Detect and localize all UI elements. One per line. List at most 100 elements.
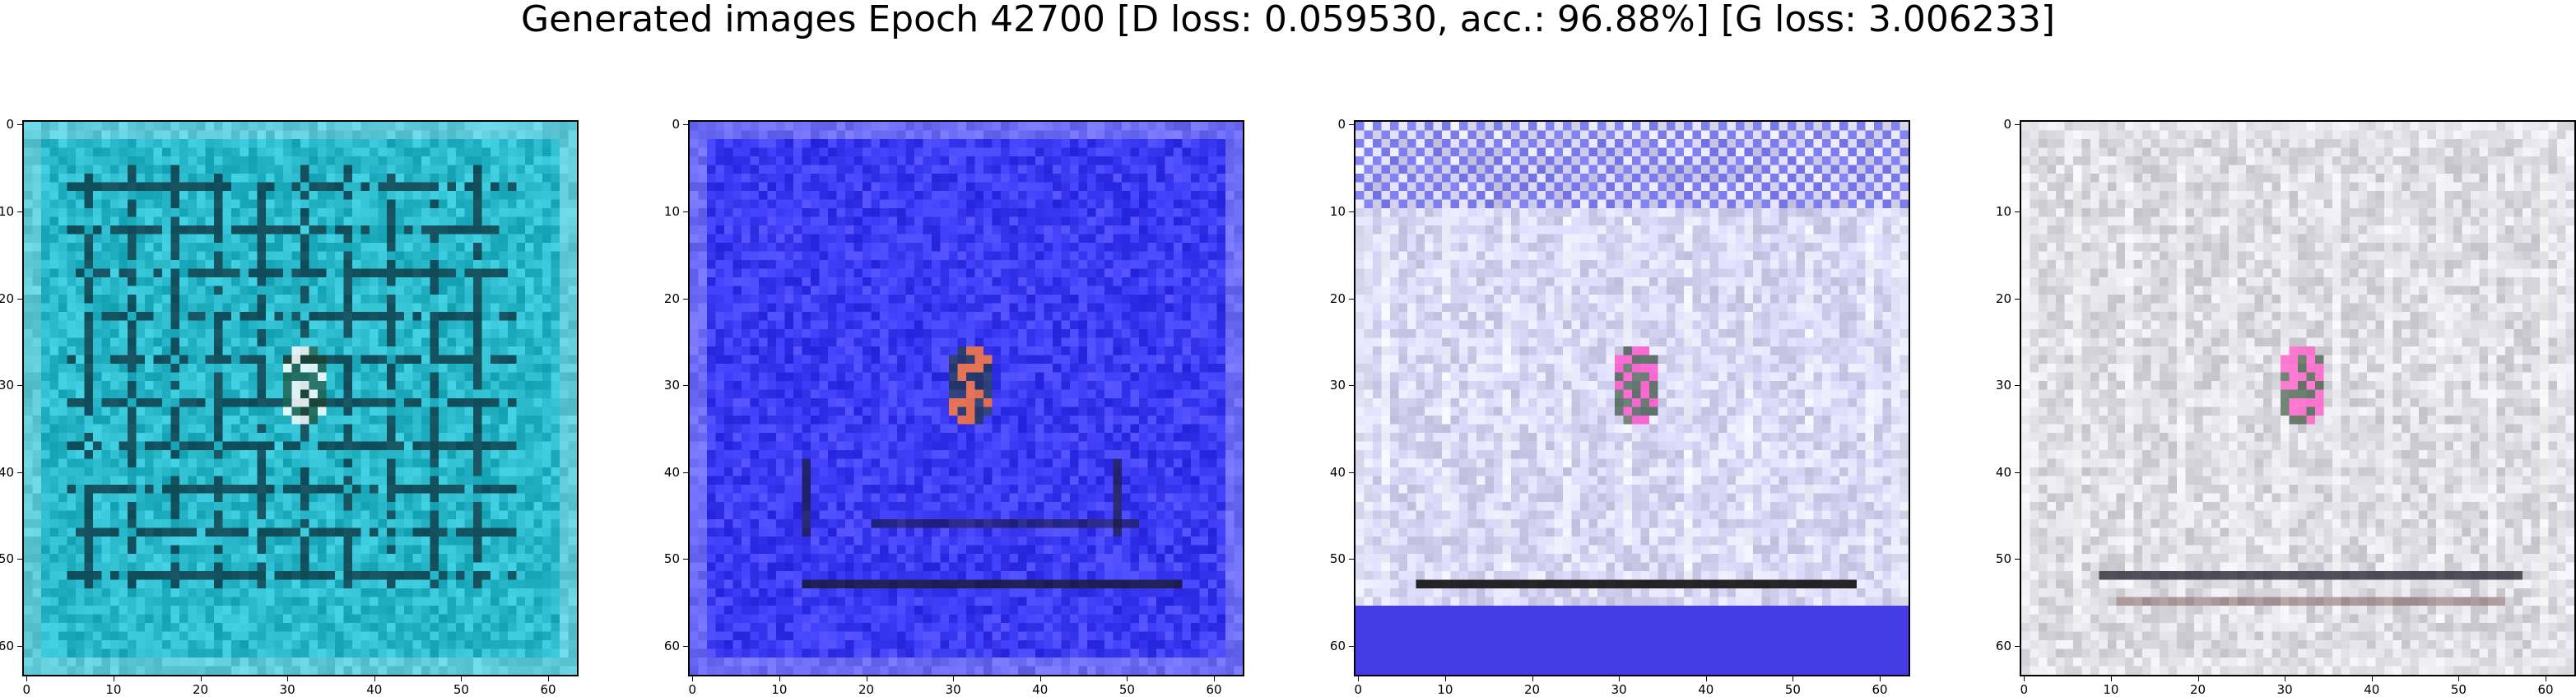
pixel — [239, 251, 249, 261]
pixel — [49, 519, 59, 528]
pixel — [326, 303, 336, 313]
pixel — [1095, 182, 1105, 192]
pixel — [1053, 122, 1062, 131]
pixel — [239, 216, 249, 226]
x-tick-label: 50 — [453, 682, 469, 697]
pixel — [58, 234, 67, 244]
pixel — [249, 320, 258, 330]
pixel — [560, 277, 569, 286]
pixel — [128, 658, 137, 667]
pixel — [231, 216, 240, 226]
pixel — [387, 234, 396, 244]
pixel — [404, 623, 413, 632]
pixel — [110, 130, 119, 140]
pixel — [214, 355, 223, 365]
pixel — [533, 588, 543, 597]
pixel — [257, 597, 267, 606]
pixel — [767, 234, 777, 244]
pixel — [231, 286, 240, 295]
pixel — [542, 216, 551, 226]
pixel — [568, 208, 577, 217]
pixel — [197, 597, 206, 606]
pixel — [67, 545, 77, 555]
pixel — [439, 606, 448, 615]
pixel — [447, 286, 457, 295]
pixel — [67, 527, 77, 537]
pixel — [698, 130, 708, 140]
pixel — [404, 537, 413, 546]
pixel — [93, 337, 102, 347]
pixel — [84, 510, 94, 520]
pixel — [1199, 191, 1209, 200]
pixel — [914, 147, 923, 157]
pixel — [551, 286, 560, 295]
pixel — [974, 130, 984, 140]
pixel — [516, 208, 526, 217]
pixel — [360, 631, 370, 641]
pixel — [421, 243, 430, 252]
pixel — [378, 640, 388, 649]
pixel — [430, 312, 439, 321]
pixel — [170, 156, 180, 165]
generated-image-1 — [22, 120, 579, 676]
pixel — [188, 165, 198, 174]
pixel — [1191, 139, 1200, 148]
pixel — [93, 467, 102, 476]
pixel — [370, 225, 379, 235]
y-tick-label: 40 — [0, 464, 14, 480]
pixel — [1234, 165, 1243, 174]
pixel — [239, 433, 249, 442]
pixel — [370, 251, 379, 261]
pixel — [93, 389, 102, 399]
pixel — [698, 208, 708, 217]
pixel — [508, 407, 517, 416]
pixel — [257, 295, 267, 304]
pixel — [568, 225, 577, 235]
pixel — [1061, 191, 1071, 200]
pixel — [1165, 191, 1174, 200]
pixel — [76, 424, 85, 434]
pixel — [845, 147, 854, 157]
pixel — [1113, 174, 1123, 183]
pixel — [257, 614, 267, 624]
pixel — [283, 648, 292, 658]
pixel — [58, 407, 67, 416]
pixel — [456, 130, 465, 140]
pixel — [793, 139, 802, 148]
pixel — [715, 130, 725, 140]
pixel — [136, 441, 146, 451]
pixel — [205, 268, 215, 278]
pixel — [352, 441, 361, 451]
pixel — [974, 156, 984, 165]
pixel — [404, 450, 413, 459]
pixel — [283, 666, 292, 675]
pixel — [32, 130, 42, 140]
pixel — [239, 588, 249, 597]
pixel — [84, 554, 94, 563]
pixel — [300, 424, 309, 434]
pixel — [784, 122, 794, 131]
pixel — [481, 295, 491, 304]
pixel — [291, 407, 301, 416]
pixel — [179, 537, 188, 546]
pixel — [249, 355, 258, 365]
pixel — [153, 597, 163, 606]
pixel — [84, 243, 94, 252]
pixel — [49, 407, 59, 416]
pixel — [101, 147, 111, 157]
pixel — [352, 658, 361, 667]
pixel — [222, 450, 232, 459]
pixel — [845, 182, 854, 192]
pixel — [318, 571, 327, 580]
pixel — [732, 199, 742, 209]
pixel — [1182, 130, 1192, 140]
pixel — [439, 416, 448, 425]
pixel — [343, 260, 353, 269]
pixel — [32, 658, 42, 667]
pixel — [352, 243, 361, 252]
pixel — [481, 614, 491, 624]
pixel — [49, 640, 59, 649]
pixel — [162, 648, 171, 658]
pixel — [76, 122, 85, 131]
pixel — [932, 216, 941, 226]
